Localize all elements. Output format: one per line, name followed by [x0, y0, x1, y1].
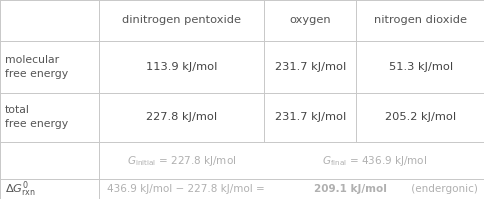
Text: oxygen: oxygen: [289, 15, 331, 25]
Text: 51.3 kJ/mol: 51.3 kJ/mol: [388, 62, 452, 72]
Text: nitrogen dioxide: nitrogen dioxide: [374, 15, 466, 25]
Text: 231.7 kJ/mol: 231.7 kJ/mol: [274, 62, 345, 72]
Text: molecular
free energy: molecular free energy: [5, 55, 68, 79]
Text: $\mathit{G}_\mathregular{final}$ = 436.9 kJ/mol: $\mathit{G}_\mathregular{final}$ = 436.9…: [321, 154, 426, 168]
Text: 231.7 kJ/mol: 231.7 kJ/mol: [274, 112, 345, 122]
Text: 209.1 kJ/mol: 209.1 kJ/mol: [314, 184, 387, 194]
Text: 436.9 kJ/mol − 227.8 kJ/mol =: 436.9 kJ/mol − 227.8 kJ/mol =: [106, 184, 267, 194]
Text: 205.2 kJ/mol: 205.2 kJ/mol: [384, 112, 455, 122]
Text: (endergonic): (endergonic): [408, 184, 477, 194]
Text: $\mathit{G}_\mathregular{initial}$ = 227.8 kJ/mol: $\mathit{G}_\mathregular{initial}$ = 227…: [127, 154, 236, 168]
Text: total
free energy: total free energy: [5, 105, 68, 129]
Text: $\Delta \mathit{G}^0_\mathregular{rxn}$: $\Delta \mathit{G}^0_\mathregular{rxn}$: [5, 179, 36, 199]
Text: dinitrogen pentoxide: dinitrogen pentoxide: [122, 15, 241, 25]
Text: 113.9 kJ/mol: 113.9 kJ/mol: [146, 62, 217, 72]
Text: 227.8 kJ/mol: 227.8 kJ/mol: [146, 112, 217, 122]
